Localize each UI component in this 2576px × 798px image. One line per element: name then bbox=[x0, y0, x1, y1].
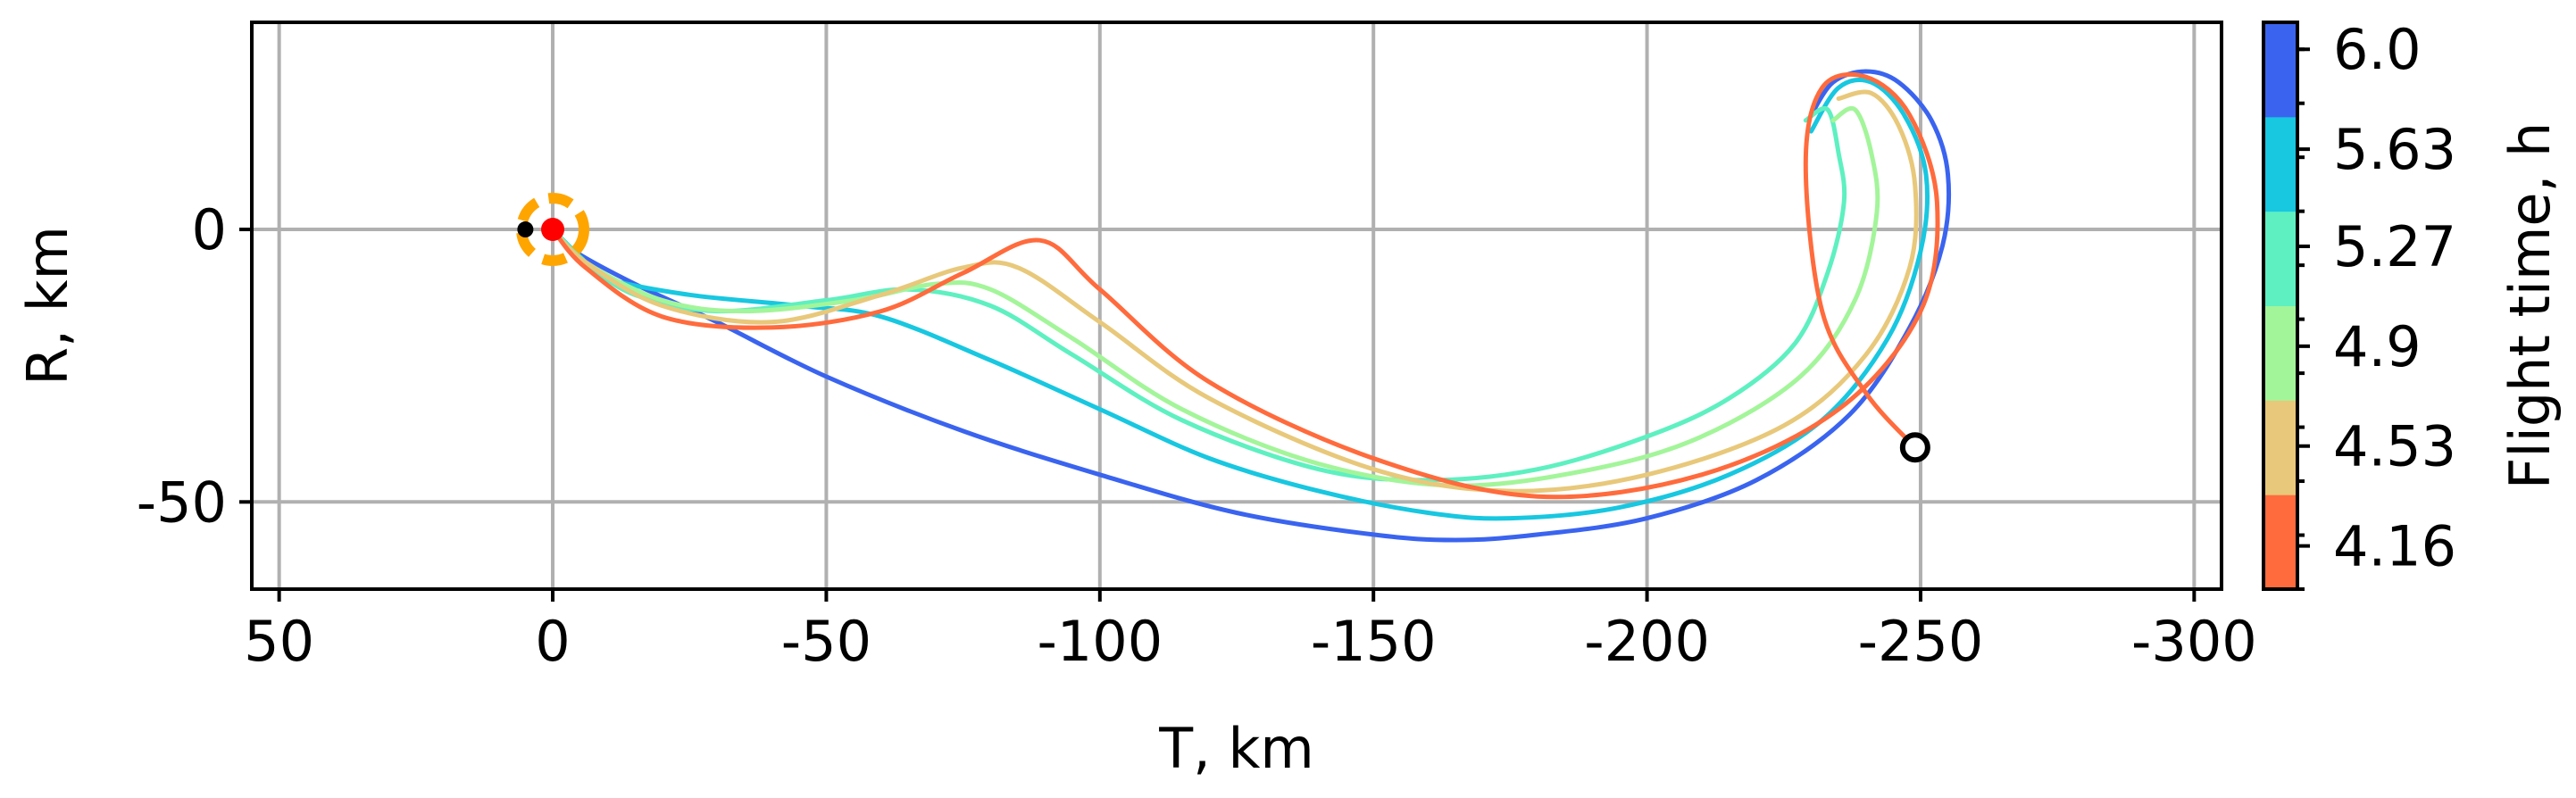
colorbar-band bbox=[2263, 305, 2297, 401]
tick-layer: 50 0 -50 -100 -150 -200 -250 -300 0 -50 bbox=[137, 197, 2257, 674]
plot-frame bbox=[250, 21, 2223, 591]
trajectory-line bbox=[550, 69, 1952, 543]
x-tick-label: -150 bbox=[1311, 609, 1437, 674]
trajectory-line bbox=[550, 89, 1919, 494]
colorbar-tick-label: 5.27 bbox=[2333, 214, 2456, 279]
x-tick-label: 50 bbox=[244, 609, 314, 674]
colorbar-tick-label: 6.0 bbox=[2333, 17, 2422, 82]
series-layer bbox=[550, 69, 1952, 543]
x-tick-label: 0 bbox=[535, 609, 570, 674]
grid-layer bbox=[252, 22, 2222, 589]
colorbar-frame bbox=[2262, 21, 2299, 591]
marker-layer bbox=[516, 193, 1930, 463]
x-tick-label: -50 bbox=[781, 609, 871, 674]
start-point-marker bbox=[1899, 432, 1930, 463]
trajectory-line bbox=[550, 105, 1880, 488]
colorbar-tick-label: 5.63 bbox=[2333, 117, 2456, 182]
x-tick-label: -300 bbox=[2131, 609, 2257, 674]
black-dot-marker bbox=[517, 221, 534, 238]
target-zone-marker bbox=[516, 193, 590, 267]
y-tick-label: 0 bbox=[192, 197, 227, 262]
x-tick-label: -100 bbox=[1037, 609, 1163, 674]
x-tick-label: -250 bbox=[1858, 609, 1984, 674]
colorbar-band bbox=[2263, 400, 2297, 495]
x-axis-label: T, km bbox=[1158, 716, 1314, 781]
colorbar-band bbox=[2263, 116, 2297, 212]
colorbar-band bbox=[2263, 211, 2297, 306]
colorbar-tick-label: 4.9 bbox=[2333, 314, 2422, 379]
colorbar-band bbox=[2263, 22, 2297, 118]
trajectory-line bbox=[550, 71, 1940, 500]
y-axis-label: R, km bbox=[15, 226, 80, 386]
colorbar-band bbox=[2263, 495, 2297, 590]
trajectory-line bbox=[550, 105, 1847, 483]
colorbar-tick-label: 4.16 bbox=[2333, 514, 2456, 579]
target-point-marker bbox=[541, 218, 565, 242]
colorbar-tick-label: 4.53 bbox=[2333, 414, 2456, 479]
y-tick-label: -50 bbox=[137, 470, 227, 535]
colorbar: 6.0 5.63 5.27 4.9 4.53 4.16 bbox=[2262, 17, 2456, 591]
x-tick-label: -200 bbox=[1584, 609, 1710, 674]
colorbar-label: Flight time, h bbox=[2497, 122, 2563, 490]
